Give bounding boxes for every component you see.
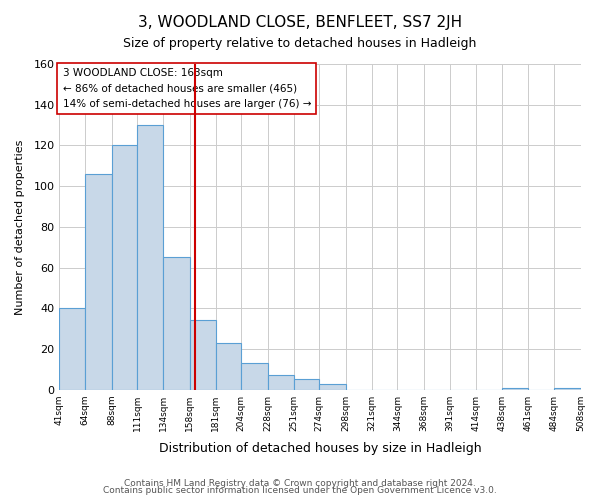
Bar: [163, 258, 190, 390]
X-axis label: Distribution of detached houses by size in Hadleigh: Distribution of detached houses by size …: [158, 442, 481, 455]
Bar: [554, 388, 581, 390]
Bar: [293, 380, 319, 390]
Bar: [112, 146, 137, 390]
Bar: [268, 376, 293, 390]
Text: 3, WOODLAND CLOSE, BENFLEET, SS7 2JH: 3, WOODLAND CLOSE, BENFLEET, SS7 2JH: [138, 15, 462, 30]
Bar: [319, 384, 346, 390]
Bar: [502, 388, 528, 390]
Y-axis label: Number of detached properties: Number of detached properties: [15, 139, 25, 314]
Bar: [59, 308, 85, 390]
Text: Size of property relative to detached houses in Hadleigh: Size of property relative to detached ho…: [124, 38, 476, 51]
Bar: [190, 320, 215, 390]
Bar: [215, 343, 241, 390]
Text: Contains public sector information licensed under the Open Government Licence v3: Contains public sector information licen…: [103, 486, 497, 495]
Text: Contains HM Land Registry data © Crown copyright and database right 2024.: Contains HM Land Registry data © Crown c…: [124, 478, 476, 488]
Bar: [137, 125, 163, 390]
Bar: [241, 363, 268, 390]
Text: 3 WOODLAND CLOSE: 163sqm
← 86% of detached houses are smaller (465)
14% of semi-: 3 WOODLAND CLOSE: 163sqm ← 86% of detach…: [62, 68, 311, 110]
Bar: [85, 174, 112, 390]
